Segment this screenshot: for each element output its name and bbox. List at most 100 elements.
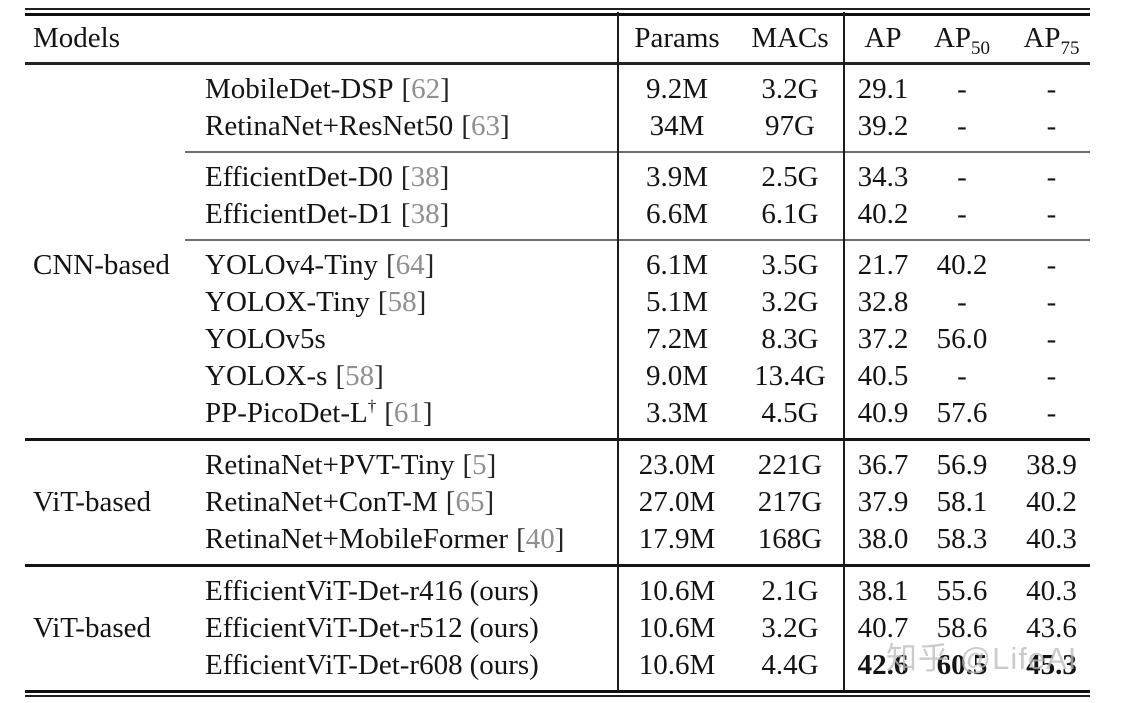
macs-value: 97G (765, 109, 815, 142)
params-value: 7.2M (645, 322, 709, 355)
macs-value: 2.1G (761, 574, 819, 607)
macs-value: 3.2G (761, 285, 819, 318)
ap75-value: - (1046, 72, 1057, 105)
model-text: YOLOX-Tiny (205, 285, 370, 318)
ap75-value: 40.2 (1026, 485, 1077, 518)
group-separator-line (185, 151, 1090, 153)
citation: [38] (400, 197, 450, 230)
params-value: 5.1M (645, 285, 709, 318)
ap-value: 36.7 (857, 448, 909, 481)
params-value: 10.6M (638, 574, 716, 607)
ap75-value: - (1046, 285, 1057, 318)
row-block: RetinaNet+PVT-Tiny [5] 23.0M 221G 36.7 56… (25, 441, 1090, 564)
ours-note: (ours) (469, 611, 539, 644)
section-separator-line (25, 438, 1090, 441)
ap-value: 32.8 (857, 285, 909, 318)
ap75-subscript: 75 (1060, 37, 1080, 59)
header-bottom-rule (25, 62, 1090, 65)
model-text: EfficientViT-Det-r416 (205, 574, 463, 607)
citation: [64] (385, 248, 435, 281)
macs-value: 8.3G (761, 322, 819, 355)
model-name: YOLOv4-Tiny [64] (200, 248, 617, 282)
table-row: RetinaNet+ResNet50 [63] 34M 97G 39.2 - - (25, 108, 1090, 145)
macs-value: 13.4G (754, 359, 826, 392)
model-name: EfficientViT-Det-r608[](ours) (200, 648, 617, 682)
header-macs: MACs (751, 22, 829, 55)
results-table: Models Params MACs AP AP50 AP75 MobileDe… (25, 8, 1090, 697)
ap75-value: - (1046, 359, 1057, 392)
ap50-value-best: 60.5 (936, 648, 988, 681)
citation: [40] (516, 522, 565, 555)
ap50-value: 56.0 (936, 322, 988, 355)
model-name: MobileDet-DSP [62] (200, 72, 617, 106)
macs-value: 6.1G (761, 197, 819, 230)
table-row: YOLOX-s [58] 9.0M 13.4G 40.5 - - (25, 358, 1090, 395)
table-header-row: Models Params MACs AP AP50 AP75 (25, 16, 1090, 62)
header-ap50: AP50 (933, 22, 991, 59)
citation: [65] (445, 485, 495, 518)
model-text: YOLOX-s (205, 359, 328, 392)
params-value: 6.6M (645, 197, 709, 230)
model-name: YOLOX-Tiny [58] (200, 285, 617, 319)
ap50-value: 58.6 (936, 611, 988, 644)
ap50-value: 56.9 (936, 448, 988, 481)
ap-value: 40.9 (857, 396, 909, 429)
params-value: 3.9M (645, 160, 709, 193)
ap50-value: - (957, 285, 967, 318)
ap50-value: 58.1 (936, 485, 988, 518)
ours-note: (ours) (469, 648, 539, 681)
model-name: EfficientViT-Det-r416[](ours) (200, 574, 617, 608)
table-row: YOLOX-Tiny [58] 5.1M 3.2G 32.8 - - (25, 284, 1090, 321)
ap50-value: - (957, 197, 967, 230)
ap75-value: 40.3 (1026, 522, 1077, 555)
ap-value-best: 42.6 (857, 648, 909, 681)
ap75-value: - (1046, 160, 1057, 193)
params-value: 17.9M (638, 522, 716, 555)
table-row: RetinaNet+MobileFormer [40] 17.9M 168G 38… (25, 521, 1090, 558)
model-name: EfficientDet-D0 [38] (200, 161, 617, 194)
table-row: YOLOv5s[] 7.2M 8.3G 37.2 56.0 - (25, 321, 1090, 358)
vertical-rule-params (617, 12, 619, 691)
table-row: EfficientDet-D0 [38] 3.9M 2.5G 34.3 - - (25, 159, 1090, 196)
table-row: RetinaNet+PVT-Tiny [5] 23.0M 221G 36.7 56… (25, 447, 1090, 484)
macs-value: 4.5G (761, 396, 819, 429)
dagger-mark: † (367, 395, 377, 415)
macs-value: 3.5G (761, 248, 819, 281)
model-text: EfficientViT-Det-r608 (205, 648, 463, 681)
group-label-cnn: CNN-based (33, 248, 170, 281)
macs-value: 3.2G (761, 72, 819, 105)
ap50-value: 57.6 (936, 396, 988, 429)
ap75-value: 40.3 (1026, 574, 1077, 607)
citation: [61] (384, 396, 433, 429)
params-value: 3.3M (645, 396, 709, 429)
model-text: YOLOv4-Tiny (205, 248, 378, 281)
model-text: RetinaNet+ResNet50 (205, 109, 454, 142)
row-block: EfficientDet-D0 [38] 3.9M 2.5G 34.3 - - E… (25, 153, 1090, 239)
ap50-value: - (957, 72, 967, 105)
params-value: 10.6M (638, 611, 716, 644)
model-text: MobileDet-DSP (205, 72, 394, 105)
macs-value: 217G (757, 485, 823, 518)
ap50-value: - (957, 109, 967, 142)
table-row: ViT-based EfficientViT-Det-r512[](ours) … (25, 610, 1090, 647)
ap75-value: - (1046, 109, 1057, 142)
model-name: EfficientViT-Det-r512[](ours) (200, 611, 617, 645)
citation: [5] (462, 448, 497, 481)
model-name: RetinaNet+ConT-M [65] (200, 485, 617, 519)
params-value: 23.0M (638, 448, 716, 481)
model-name: EfficientDet-D1 [38] (200, 197, 617, 231)
citation: [58] (377, 285, 427, 318)
table-row: CNN-based YOLOv4-Tiny [64] 6.1M 3.5G 21.7… (25, 247, 1090, 284)
section-separator-line (25, 564, 1090, 567)
ap75-value: 43.6 (1026, 611, 1077, 644)
model-text: RetinaNet+PVT-Tiny (205, 448, 455, 481)
params-value: 6.1M (645, 248, 709, 281)
ap75-value: - (1046, 197, 1057, 230)
table-row: PP-PicoDet-L† [61] 3.3M 4.5G 40.9 57.6 - (25, 395, 1090, 432)
ap50-subscript: 50 (971, 37, 991, 59)
ap-value: 40.7 (857, 611, 909, 644)
ap-value: 37.9 (857, 485, 909, 518)
ap50-value: 40.2 (936, 248, 988, 281)
header-params: Params (634, 22, 720, 55)
macs-value: 2.5G (761, 160, 819, 193)
